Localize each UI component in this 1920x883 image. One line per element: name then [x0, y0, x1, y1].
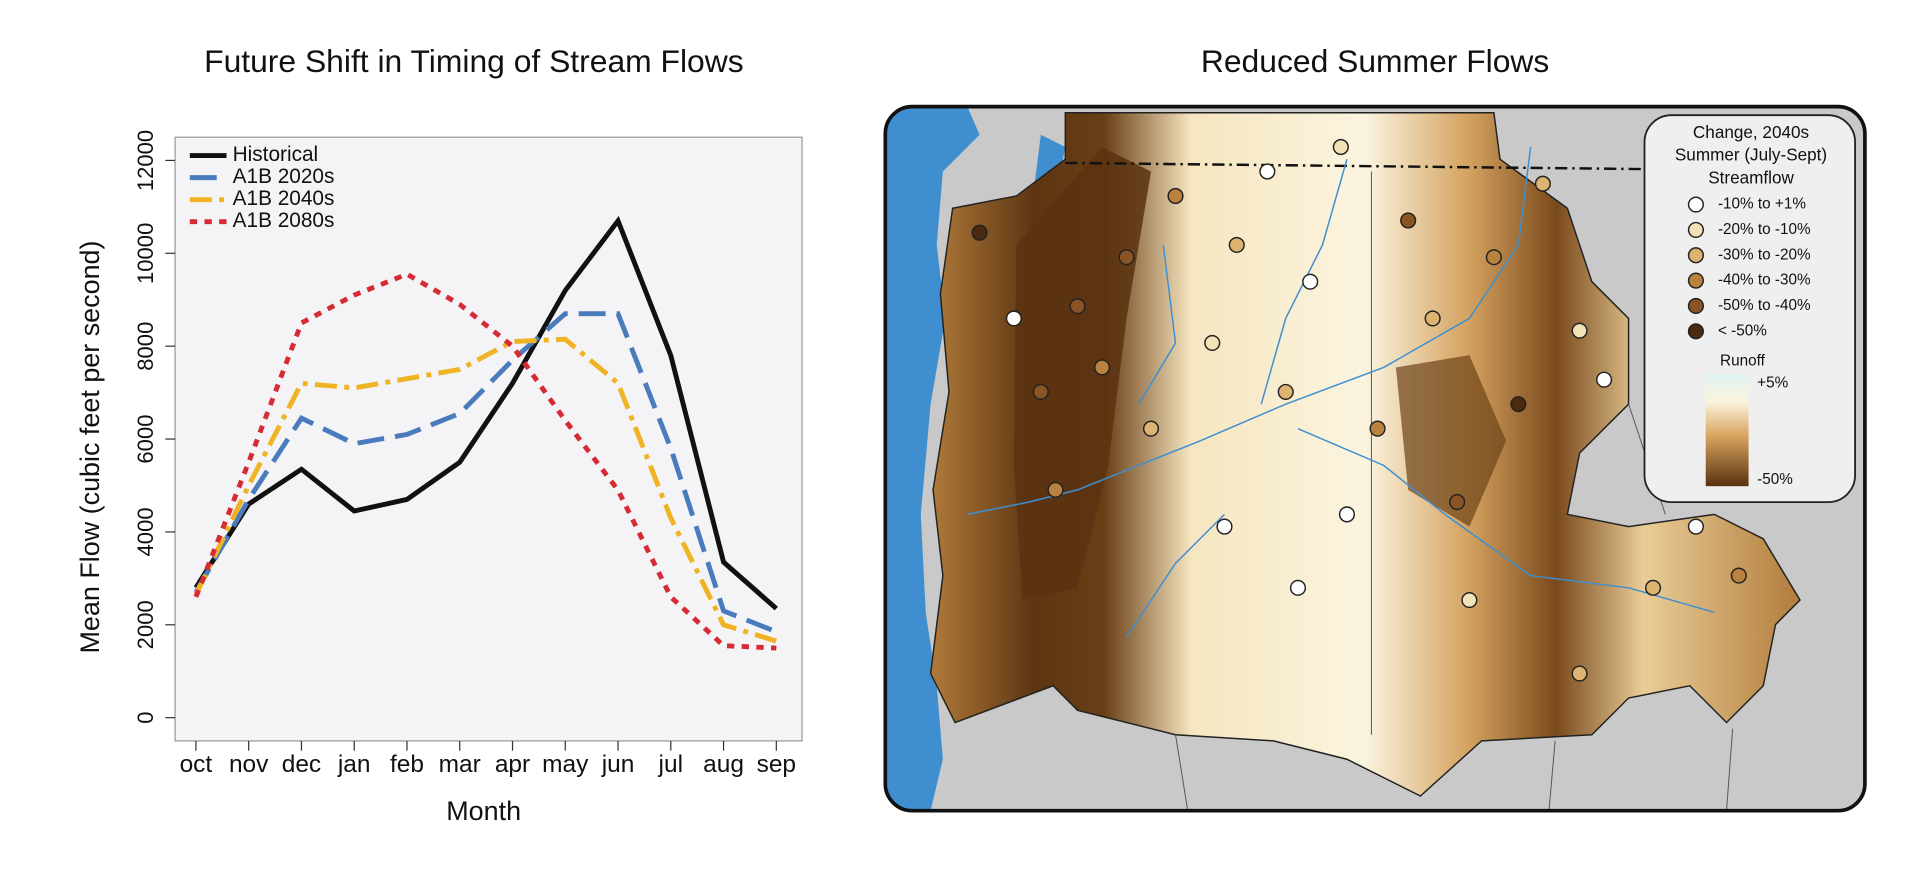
- x-tick-label: jun: [601, 751, 635, 778]
- gauge: [1571, 322, 1588, 339]
- y-tick-label: 12000: [133, 130, 158, 191]
- legend-label: A1B 2020s: [233, 165, 335, 188]
- y-tick-label: 8000: [133, 322, 158, 371]
- x-tick-label: may: [542, 751, 589, 778]
- x-tick-label: oct: [180, 751, 213, 778]
- chart-title: Future Shift in Timing of Stream Flows: [204, 43, 744, 79]
- legend-marker: [1687, 247, 1704, 264]
- gauge: [1118, 249, 1135, 266]
- legend-marker: [1687, 196, 1704, 213]
- legend-label: < -50%: [1718, 322, 1767, 339]
- gauge: [1369, 420, 1386, 437]
- gauge: [971, 224, 988, 241]
- x-tick-label: mar: [439, 751, 481, 778]
- line-chart: Future Shift in Timing of Stream Flows M…: [75, 43, 803, 826]
- series-line: [193, 336, 778, 644]
- gauge: [1400, 212, 1417, 229]
- gauge: [1424, 310, 1441, 327]
- legend-label: A1B 2080s: [233, 209, 335, 232]
- gauge: [1596, 371, 1613, 388]
- runoff-title: Runoff: [1720, 352, 1766, 369]
- map-frame: [883, 104, 1867, 813]
- runoff-high: +5%: [1757, 374, 1788, 391]
- gauge: [1510, 396, 1527, 413]
- basin: [929, 111, 1801, 797]
- gauge: [1216, 518, 1233, 535]
- series-line: [193, 311, 778, 635]
- legend-marker: [1687, 297, 1704, 315]
- legend-title: Change, 2040s: [1693, 122, 1809, 142]
- gauge: [1461, 591, 1478, 609]
- legend-label: A1B 2040s: [233, 187, 335, 210]
- y-tick-label: 0: [133, 712, 158, 724]
- border: [1065, 161, 1641, 171]
- highlands: [1395, 355, 1507, 527]
- gauge: [1032, 383, 1049, 400]
- y-tick-label: 2000: [133, 600, 158, 649]
- gauge: [1730, 567, 1747, 584]
- x-tick-label: dec: [282, 751, 321, 778]
- series-line: [193, 215, 778, 611]
- gauge: [1277, 383, 1294, 400]
- gauge: [1332, 138, 1349, 156]
- gauge: [1302, 273, 1319, 290]
- river: [1125, 244, 1226, 638]
- y-tick-label: 4000: [133, 507, 158, 556]
- map-title: Reduced Summer Flows: [1201, 43, 1549, 79]
- x-tick-label: sep: [757, 751, 796, 778]
- gauge: [1289, 579, 1307, 596]
- runoff-low: -50%: [1757, 471, 1793, 488]
- legend-label: -40% to -30%: [1718, 272, 1811, 289]
- series-line: [193, 271, 777, 651]
- legend-label: Historical: [233, 143, 319, 166]
- plot-area: [174, 136, 803, 742]
- x-tick-label: apr: [495, 751, 530, 778]
- ocean: [885, 106, 980, 811]
- y-axis-label: Mean Flow (cubic feet per second): [75, 241, 105, 654]
- gauge: [1687, 518, 1704, 535]
- legend-title: Streamflow: [1708, 167, 1794, 187]
- map-legend: Change, 2040s Summer (July-Sept)Streamflo…: [1643, 114, 1857, 504]
- y-tick-label: 6000: [133, 415, 158, 464]
- legend-marker: [1687, 272, 1704, 289]
- gauge: [1047, 481, 1064, 498]
- gauge: [1204, 334, 1221, 352]
- river: [1297, 427, 1715, 614]
- gauge: [1167, 187, 1184, 205]
- legend-marker: [1687, 221, 1704, 238]
- legend-label: -10% to +1%: [1718, 196, 1806, 213]
- x-tick-label: jul: [658, 751, 683, 778]
- gauge: [1534, 175, 1551, 192]
- runoff-gradient: [1705, 373, 1749, 487]
- gauges: [971, 138, 1747, 682]
- x-axis-label: Month: [446, 796, 521, 826]
- state-lines: [1175, 171, 1734, 811]
- gauge: [1005, 310, 1022, 327]
- x-tick-label: feb: [390, 751, 424, 778]
- gauge: [1228, 236, 1245, 254]
- legend-marker: [1687, 323, 1704, 340]
- x-tick-label: jan: [337, 751, 371, 778]
- gauge: [1259, 163, 1276, 180]
- gauge: [1142, 420, 1160, 437]
- legend-label: -30% to -20%: [1718, 246, 1811, 263]
- gauge: [1093, 359, 1111, 376]
- gauge: [1571, 665, 1588, 682]
- x-tick-label: nov: [229, 751, 269, 778]
- map-panel: Reduced Summer Flows: [883, 43, 1867, 813]
- gauge: [1644, 579, 1662, 596]
- gauge: [1449, 494, 1466, 511]
- legend-title: Summer (July-Sept): [1675, 145, 1827, 165]
- gauge: [1338, 506, 1356, 523]
- y-tick-label: 10000: [133, 223, 158, 284]
- legend-label: -50% to -40%: [1718, 297, 1811, 314]
- gauge: [1485, 249, 1502, 266]
- gauge: [1069, 298, 1086, 315]
- x-tick-label: aug: [703, 751, 744, 778]
- legend-label: -20% to -10%: [1718, 221, 1811, 238]
